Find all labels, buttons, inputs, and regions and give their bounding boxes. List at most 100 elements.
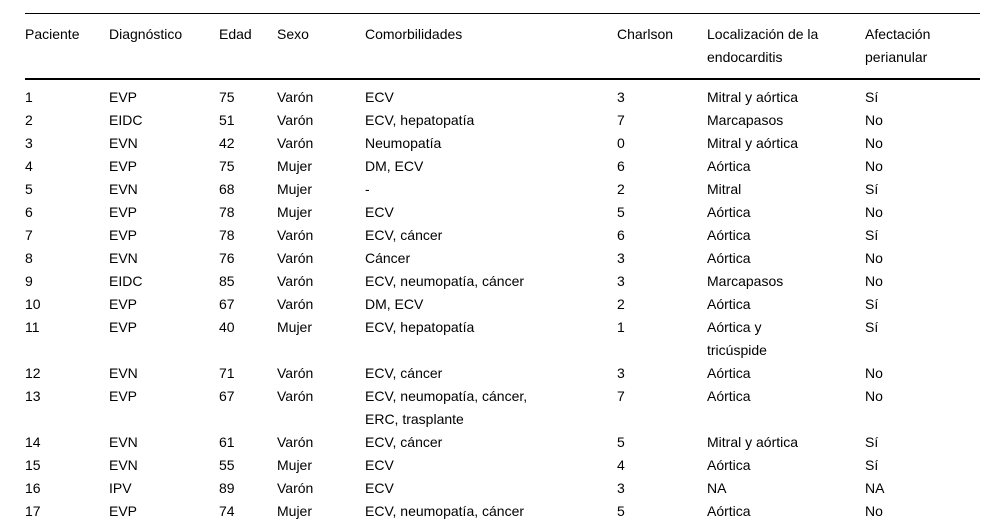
cell-localizacion: Aórtica — [707, 365, 751, 381]
table-row: 12 EVN 71 Varón ECV, cáncer 3 Aórtica No — [25, 362, 980, 385]
cell-localizacion: Mitral — [707, 181, 742, 197]
cell-localizacion: Mitral y aórtica — [707, 89, 799, 105]
cell-comorbilidades: ECV, cáncer — [365, 434, 443, 450]
cell-sexo: Varón — [277, 365, 314, 381]
table-body: 1 EVP 75 Varón ECV 3 Mitral y aórtica Sí 2 EIDC 51… — [25, 79, 980, 524]
column-header-diagnostico: Diagnóstico — [109, 26, 183, 42]
cell-comorbilidades: ECV — [365, 457, 394, 473]
cell-comorbilidades: ECV — [365, 89, 394, 105]
cell-afectacion: No — [865, 503, 883, 519]
cell-diagnostico: EVN — [109, 181, 138, 197]
table-row: 1 EVP 75 Varón ECV 3 Mitral y aórtica Sí — [25, 79, 980, 109]
cell-sexo: Mujer — [277, 158, 313, 174]
cell-edad: 61 — [219, 434, 235, 450]
cell-sexo: Varón — [277, 434, 314, 450]
cell-edad: 75 — [219, 158, 235, 174]
cell-edad: 51 — [219, 112, 235, 128]
cell-charlson: 3 — [617, 480, 625, 496]
table-row: 14 EVN 61 Varón ECV, cáncer 5 Mitral y aórtica… — [25, 431, 980, 454]
table-row: 3 EVN 42 Varón Neumopatía 0 Mitral y aórtica No — [25, 132, 980, 155]
cell-afectacion: Sí — [865, 227, 879, 243]
cell-diagnostico: IPV — [109, 480, 132, 496]
cell-paciente: 12 — [25, 365, 41, 381]
cell-diagnostico: EVP — [109, 158, 138, 174]
cell-charlson: 3 — [617, 365, 625, 381]
cell-localizacion: Aórtica — [707, 296, 751, 312]
cell-comorbilidades: ECV, cáncer — [365, 227, 443, 243]
cell-paciente: 10 — [25, 296, 41, 312]
table-row: 2 EIDC 51 Varón ECV, hepatopatía 7 Marcapasos N… — [25, 109, 980, 132]
cell-comorbilidades: - — [365, 181, 370, 197]
cell-localizacion: Aórtica — [707, 250, 751, 266]
table-row: 7 EVP 78 Varón ECV, cáncer 6 Aórtica Sí — [25, 224, 980, 247]
cell-edad: 74 — [219, 503, 235, 519]
cell-comorbilidades: ECV, cáncer — [365, 365, 443, 381]
cell-comorbilidades: Cáncer — [365, 250, 411, 266]
table-header-row: Paciente Diagnóstico Edad Sexo Comorbili… — [25, 14, 980, 79]
table-row: 6 EVP 78 Mujer ECV 5 Aórtica No — [25, 201, 980, 224]
cell-afectacion: No — [865, 204, 883, 220]
cell-localizacion: Marcapasos — [707, 273, 784, 289]
cell-sexo: Varón — [277, 388, 314, 404]
column-header-afectacion: Afectación perianular — [865, 26, 931, 65]
column-header-charlson: Charlson — [617, 26, 674, 42]
cell-comorbilidades: ECV, neumopatía, cáncer, ERC, trasplante — [365, 388, 528, 427]
cell-paciente: 8 — [25, 250, 33, 266]
cell-comorbilidades: ECV — [365, 204, 394, 220]
cell-charlson: 3 — [617, 250, 625, 266]
table-row: 16 IPV 89 Varón ECV 3 NA NA — [25, 477, 980, 500]
cell-paciente: 15 — [25, 457, 41, 473]
cell-diagnostico: EVP — [109, 89, 138, 105]
cell-charlson: 5 — [617, 204, 625, 220]
column-header-paciente: Paciente — [25, 26, 80, 42]
table-row: 8 EVN 76 Varón Cáncer 3 Aórtica No — [25, 247, 980, 270]
cell-afectacion: No — [865, 112, 883, 128]
cell-edad: 78 — [219, 204, 235, 220]
cell-diagnostico: EVN — [109, 365, 138, 381]
table-row: 5 EVN 68 Mujer - 2 Mitral Sí — [25, 178, 980, 201]
cell-sexo: Mujer — [277, 181, 313, 197]
cell-paciente: 1 — [25, 89, 33, 105]
cell-sexo: Varón — [277, 250, 314, 266]
cell-comorbilidades: DM, ECV — [365, 296, 424, 312]
cell-charlson: 3 — [617, 273, 625, 289]
cell-afectacion: Sí — [865, 296, 879, 312]
cell-afectacion: NA — [865, 480, 885, 496]
table-row: 13 EVP 67 Varón ECV, neumopatía, cáncer, ERC… — [25, 385, 980, 431]
cell-comorbilidades: ECV, neumopatía, cáncer — [365, 273, 525, 289]
cell-edad: 85 — [219, 273, 235, 289]
cell-paciente: 14 — [25, 434, 41, 450]
cell-edad: 78 — [219, 227, 235, 243]
cell-comorbilidades: ECV, neumopatía, cáncer — [365, 503, 525, 519]
cell-diagnostico: EIDC — [109, 112, 143, 128]
cell-diagnostico: EVP — [109, 296, 138, 312]
cell-charlson: 5 — [617, 434, 625, 450]
cell-edad: 40 — [219, 319, 235, 335]
cell-diagnostico: EIDC — [109, 273, 143, 289]
cell-localizacion: Aórtica — [707, 158, 751, 174]
cell-edad: 89 — [219, 480, 235, 496]
cell-afectacion: Sí — [865, 319, 879, 335]
cell-comorbilidades: Neumopatía — [365, 135, 442, 151]
cell-comorbilidades: DM, ECV — [365, 158, 424, 174]
cell-comorbilidades: ECV, hepatopatía — [365, 112, 475, 128]
cell-diagnostico: EVN — [109, 434, 138, 450]
cell-afectacion: Sí — [865, 457, 879, 473]
cell-edad: 67 — [219, 388, 235, 404]
cell-paciente: 16 — [25, 480, 41, 496]
cell-charlson: 4 — [617, 457, 625, 473]
cell-sexo: Mujer — [277, 503, 313, 519]
cell-sexo: Varón — [277, 273, 314, 289]
cell-charlson: 7 — [617, 388, 625, 404]
cell-edad: 76 — [219, 250, 235, 266]
cell-diagnostico: EVP — [109, 388, 138, 404]
cell-edad: 67 — [219, 296, 235, 312]
cell-localizacion: Aórtica y tricúspide — [707, 319, 767, 358]
cell-afectacion: No — [865, 273, 883, 289]
cell-sexo: Varón — [277, 89, 314, 105]
cell-sexo: Varón — [277, 112, 314, 128]
cell-localizacion: NA — [707, 480, 727, 496]
cell-sexo: Varón — [277, 480, 314, 496]
cell-paciente: 11 — [25, 319, 40, 335]
